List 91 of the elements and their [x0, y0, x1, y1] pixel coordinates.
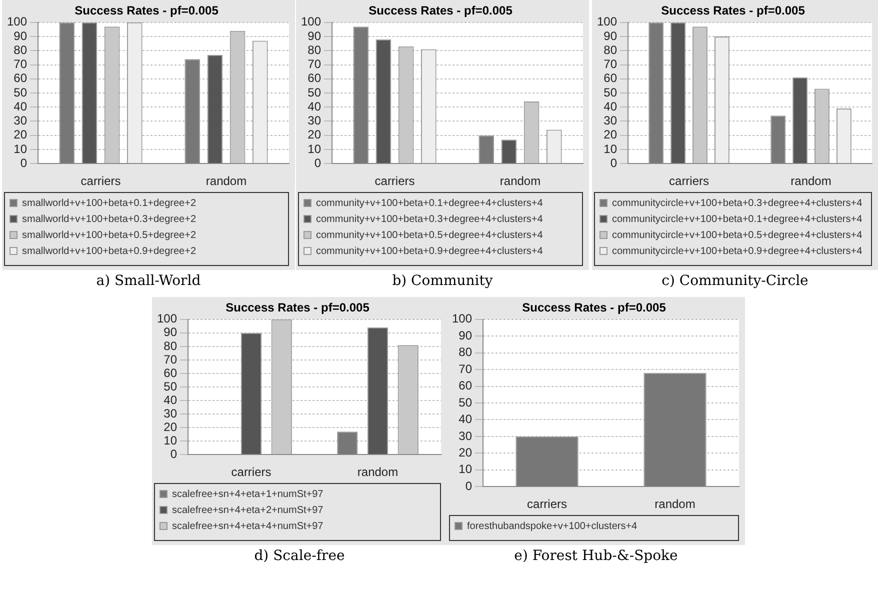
text: a) Small-World	[95, 273, 202, 289]
y-tick-label: 20	[14, 128, 28, 142]
y-tick-label: 70	[308, 57, 322, 72]
legend-label: foresthubandspoke+v+100+clusters+4	[467, 520, 638, 532]
y-tick-label: 30	[604, 114, 618, 128]
y-tick-label: 40	[14, 99, 28, 114]
y-tick-label: 50	[458, 395, 472, 410]
y-tick-label: 50	[164, 379, 178, 394]
y-tick-label: 10	[458, 462, 472, 476]
chart-title: Success Rates - pf=0.005	[74, 4, 219, 18]
y-tick-label: 30	[308, 114, 322, 128]
x-tick-label: random	[500, 174, 541, 188]
chart-title: Success Rates - pf=0.005	[522, 300, 666, 315]
x-tick-label: random	[654, 497, 696, 512]
legend-label: scalefree+sn+4+eta+2+numSt+97	[172, 504, 324, 516]
text: c) Community-Circle	[660, 273, 810, 289]
legend-label: communitycircle+v+100+beta+0.3+degree+4+clusters+4	[612, 198, 863, 209]
y-tick-label: 80	[308, 42, 322, 57]
y-tick-label: 70	[14, 57, 28, 72]
text: e) Forest Hub-&-Spoke	[513, 548, 679, 564]
y-tick-label: 80	[14, 42, 28, 57]
legend-label: communitycircle+v+100+beta+0.5+degree+4+clusters+4	[612, 230, 863, 241]
y-tick-label: 40	[458, 412, 472, 426]
y-tick-label: 100	[6, 14, 28, 29]
y-tick-label: 60	[14, 71, 28, 86]
y-tick-label: 70	[164, 352, 178, 366]
y-tick-label: 60	[308, 71, 322, 86]
y-tick-label: 70	[458, 362, 472, 376]
y-tick-label: 20	[458, 445, 472, 460]
x-tick-label: carriers	[669, 174, 710, 188]
legend-label: community+v+100+beta+0.5+degree+4+clusters+4	[316, 230, 544, 241]
y-tick-label: 60	[458, 378, 472, 393]
y-tick-label: 10	[164, 433, 178, 448]
x-tick-label: random	[357, 465, 398, 480]
y-tick-label: 0	[314, 156, 322, 170]
y-tick-label: 80	[604, 42, 618, 57]
y-tick-label: 0	[20, 156, 28, 170]
legend-label: community+v+100+beta+0.3+degree+4+clusters+4	[316, 214, 544, 225]
y-tick-label: 30	[164, 406, 178, 420]
y-tick-label: 80	[164, 338, 178, 353]
y-tick-label: 20	[604, 128, 618, 142]
y-tick-label: 20	[308, 128, 322, 142]
y-tick-label: 90	[604, 28, 618, 43]
y-tick-label: 0	[610, 156, 618, 170]
x-tick-label: carriers	[527, 497, 568, 512]
legend-label: scalefree+sn+4+eta+4+numSt+97	[172, 520, 324, 532]
legend-label: communitycircle+v+100+beta+0.9+degree+4+clusters+4	[612, 246, 863, 257]
y-tick-label: 60	[604, 71, 618, 86]
legend-label: smallworld+v+100+beta+0.1+degree+2	[22, 198, 196, 209]
y-tick-label: 90	[164, 325, 178, 340]
text: b) Community	[391, 273, 494, 289]
y-tick-label: 40	[308, 99, 322, 114]
y-tick-label: 100	[156, 312, 178, 326]
chart-title: Success Rates - pf=0.005	[226, 300, 370, 315]
y-tick-label: 40	[604, 99, 618, 114]
legend-label: smallworld+v+100+beta+0.5+degree+2	[22, 230, 196, 241]
y-tick-label: 90	[458, 328, 472, 342]
legend-label: scalefree+sn+4+eta+1+numSt+97	[172, 488, 324, 500]
legend-label: smallworld+v+100+beta+0.3+degree+2	[22, 214, 196, 225]
y-tick-label: 70	[604, 57, 618, 72]
y-tick-label: 50	[14, 85, 28, 100]
chart-title: Success Rates - pf=0.005	[368, 4, 513, 18]
legend-label: smallworld+v+100+beta+0.9+degree+2	[22, 246, 196, 257]
y-tick-label: 10	[14, 142, 28, 156]
y-tick-label: 90	[308, 28, 322, 43]
y-tick-label: 100	[596, 14, 618, 29]
y-tick-label: 10	[604, 142, 618, 156]
y-tick-label: 10	[308, 142, 322, 156]
y-tick-label: 0	[170, 446, 178, 461]
y-tick-label: 100	[452, 312, 472, 326]
y-tick-label: 90	[14, 28, 28, 43]
y-tick-label: 60	[164, 366, 178, 380]
x-tick-label: carriers	[231, 465, 272, 480]
x-tick-label: carriers	[80, 174, 121, 188]
y-tick-label: 100	[300, 14, 322, 29]
x-tick-label: carriers	[374, 174, 415, 188]
y-tick-label: 50	[308, 85, 322, 100]
x-tick-label: random	[206, 174, 247, 188]
text: d) Scale-free	[253, 548, 346, 564]
x-tick-label: random	[790, 174, 832, 188]
legend-label: community+v+100+beta+0.9+degree+4+clusters+4	[316, 246, 544, 257]
y-tick-label: 20	[164, 420, 178, 434]
y-tick-label: 40	[164, 392, 178, 407]
y-tick-label: 30	[14, 114, 28, 128]
y-tick-label: 50	[604, 85, 618, 100]
y-tick-label: 30	[458, 428, 472, 443]
y-tick-label: 0	[465, 478, 472, 493]
chart-title: Success Rates - pf=0.005	[661, 4, 806, 18]
legend-label: communitycircle+v+100+beta+0.1+degree+4+clusters+4	[612, 214, 863, 225]
legend-label: community+v+100+beta+0.1+degree+4+clusters+4	[316, 198, 544, 209]
y-tick-label: 80	[458, 345, 472, 360]
